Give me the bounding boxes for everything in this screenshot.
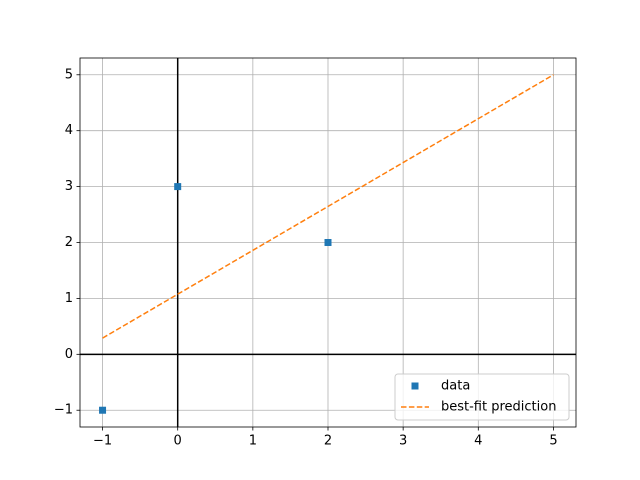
- x-tick-label: 2: [324, 434, 332, 449]
- y-tick-label: 3: [65, 179, 73, 194]
- data-point: [174, 183, 182, 191]
- x-tick-label: 3: [399, 434, 407, 449]
- x-tick-label: 4: [474, 434, 482, 449]
- y-tick-label: 1: [65, 291, 73, 306]
- legend: data best-fit prediction: [394, 373, 570, 421]
- x-tick-label: 0: [174, 434, 182, 449]
- x-tick-label: −1: [93, 434, 112, 449]
- legend-marker: [411, 382, 419, 390]
- x-tick-label: 1: [249, 434, 257, 449]
- y-tick-label: 2: [65, 235, 73, 250]
- legend-label: data: [441, 379, 470, 394]
- fit-line: [102, 74, 554, 339]
- legend-label: best-fit prediction: [441, 400, 556, 415]
- legend-box: [394, 373, 570, 421]
- x-tick-label: 5: [549, 434, 557, 449]
- y-tick-label: 0: [65, 347, 73, 362]
- data-point: [99, 406, 107, 414]
- y-tick-label: 5: [65, 67, 73, 82]
- axes-frame: [79, 57, 577, 428]
- y-tick-label: 4: [65, 123, 73, 138]
- data-point: [324, 239, 332, 246]
- y-tick-label: −1: [54, 403, 73, 418]
